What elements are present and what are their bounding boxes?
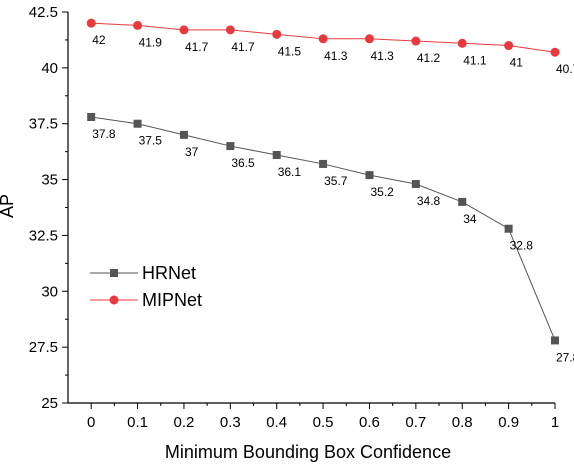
y-tick-label: 42.5 [29, 4, 58, 21]
data-point-mipnet [550, 47, 560, 57]
x-tick-label: 0.4 [266, 414, 287, 431]
y-tick-label: 25 [41, 395, 58, 412]
data-point-hrnet [226, 142, 235, 151]
data-point-hrnet [411, 180, 420, 189]
data-point-mipnet [179, 25, 189, 35]
series-layer: 37.8 37.5 37 36.5 36.1 35.7 35.2 34.8 34 32.8 27.8… [86, 18, 574, 364]
data-point-hrnet [551, 336, 559, 345]
data-label-mipnet: 41 [510, 56, 524, 70]
axes: 25 27.5 30 32.5 35 37.5 40 42.5 0 0.1 0.2 0.3 0.4 0.5… [29, 4, 559, 431]
series-mipnet: 42 41.9 41.7 41.7 41.5 41.3 41.3 41.2 41.1 41 40.7 [86, 18, 574, 76]
data-label-hrnet: 37.8 [92, 127, 116, 141]
y-tick-label: 37.5 [29, 116, 58, 133]
data-point-hrnet [319, 159, 328, 168]
data-label-mipnet: 41.7 [185, 40, 209, 54]
data-point-hrnet [179, 130, 188, 139]
x-tick-label: 0.6 [359, 414, 380, 431]
data-label-hrnet: 34 [463, 212, 477, 226]
x-tick-label: 0.3 [220, 414, 241, 431]
data-point-hrnet [272, 150, 281, 159]
legend-item-hrnet: HRNet [90, 263, 196, 283]
legend-label: HRNet [142, 263, 196, 283]
data-point-mipnet [457, 38, 467, 48]
data-point-mipnet [225, 25, 235, 35]
data-label-mipnet: 41.3 [370, 49, 394, 63]
data-label-hrnet: 36.5 [231, 156, 255, 170]
data-label-hrnet: 34.8 [417, 194, 441, 208]
data-label-hrnet: 35.7 [324, 174, 348, 188]
series-hrnet: 37.8 37.5 37 36.5 36.1 35.7 35.2 34.8 34 32.8 27.8 [87, 113, 574, 364]
data-point-mipnet [504, 41, 514, 51]
legend-marker [110, 269, 118, 277]
data-label-hrnet: 36.1 [278, 165, 302, 179]
y-tick-label: 40 [41, 60, 58, 77]
data-label-hrnet: 37.5 [139, 134, 163, 148]
y-tick-label: 32.5 [29, 227, 58, 244]
x-tick-label: 0.8 [452, 414, 473, 431]
x-tick-label: 0.9 [498, 414, 519, 431]
data-label-mipnet: 41.3 [324, 49, 348, 63]
data-point-mipnet [272, 29, 282, 39]
data-label-hrnet: 27.8 [556, 350, 574, 364]
data-point-mipnet [86, 18, 96, 28]
data-label-hrnet: 37 [185, 145, 199, 159]
y-tick-label: 30 [41, 283, 58, 300]
legend-item-mipnet: MIPNet [90, 290, 202, 310]
x-tick-label: 1 [551, 414, 559, 431]
x-tick-label: 0 [87, 414, 95, 431]
data-label-mipnet: 41.5 [278, 44, 302, 58]
data-label-mipnet: 41.7 [231, 40, 255, 54]
x-tick-label: 0.2 [174, 414, 195, 431]
y-tick-label: 27.5 [29, 339, 58, 356]
data-label-mipnet: 41.9 [139, 35, 163, 49]
data-point-hrnet [133, 119, 142, 128]
data-label-hrnet: 35.2 [370, 185, 394, 199]
legend-marker [109, 295, 119, 305]
data-point-mipnet [318, 34, 328, 44]
data-point-hrnet [365, 171, 374, 180]
y-axis-title: AP [0, 194, 17, 218]
data-label-mipnet: 40.7 [556, 62, 574, 76]
y-tick-label: 35 [41, 172, 58, 189]
data-label-mipnet: 41.1 [463, 53, 487, 67]
data-point-hrnet [504, 224, 513, 233]
data-label-hrnet: 32.8 [510, 239, 534, 253]
x-tick-label: 0.1 [127, 414, 148, 431]
legend: HRNet MIPNet [90, 263, 202, 310]
data-point-mipnet [133, 20, 143, 30]
data-label-mipnet: 41.2 [417, 51, 441, 65]
data-point-mipnet [411, 36, 421, 46]
data-point-hrnet [87, 113, 96, 122]
data-label-mipnet: 42 [92, 33, 106, 47]
legend-label: MIPNet [142, 290, 202, 310]
x-axis-title: Minimum Bounding Box Confidence [165, 442, 451, 462]
data-point-hrnet [458, 197, 467, 206]
x-tick-label: 0.7 [405, 414, 426, 431]
x-tick-label: 0.5 [313, 414, 334, 431]
data-point-mipnet [364, 34, 374, 44]
